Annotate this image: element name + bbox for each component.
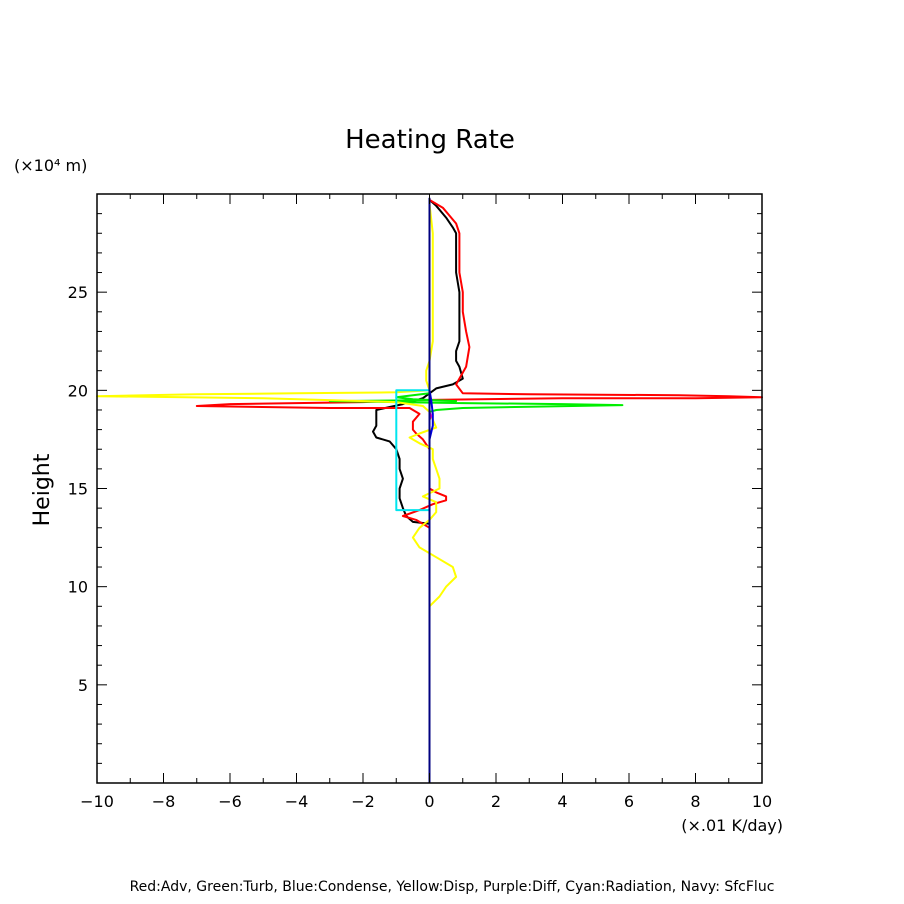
x-tick-label: 4: [557, 792, 567, 811]
x-tick-label: −2: [351, 792, 375, 811]
x-tick-label: 2: [491, 792, 501, 811]
x-tick-label: −4: [285, 792, 309, 811]
x-tick-label: −10: [80, 792, 114, 811]
y-axis-label: Height: [30, 453, 55, 526]
x-tick-label: 8: [690, 792, 700, 811]
x-tick-labels: −10 −8 −6 −4 −2 0 2 4 6 8 10: [80, 792, 772, 811]
chart-title: Heating Rate: [345, 125, 515, 155]
y-tick-label: 5: [78, 676, 88, 695]
y-axis-unit: (×10⁴ m): [14, 156, 87, 175]
x-tick-label: −8: [152, 792, 176, 811]
series-layer: [96, 197, 763, 783]
x-tick-label: 6: [624, 792, 634, 811]
y-tick-label: 25: [68, 283, 88, 302]
series-line-0: [372, 199, 464, 626]
x-tick-label: 0: [424, 792, 434, 811]
series-line-1: [195, 199, 763, 529]
x-tick-label: −6: [218, 792, 242, 811]
x-axis-unit: (×.01 K/day): [681, 816, 783, 835]
y-tick-label: 10: [68, 578, 88, 597]
y-tick-label: 15: [68, 480, 88, 499]
series-line-3: [96, 203, 458, 608]
legend-text: Red:Adv, Green:Turb, Blue:Condense, Yell…: [130, 879, 775, 895]
tick-layer: [96, 194, 763, 783]
y-tick-labels: 5 10 15 20 25: [68, 283, 88, 695]
y-tick-label: 20: [68, 381, 88, 400]
x-tick-label: 10: [752, 792, 772, 811]
